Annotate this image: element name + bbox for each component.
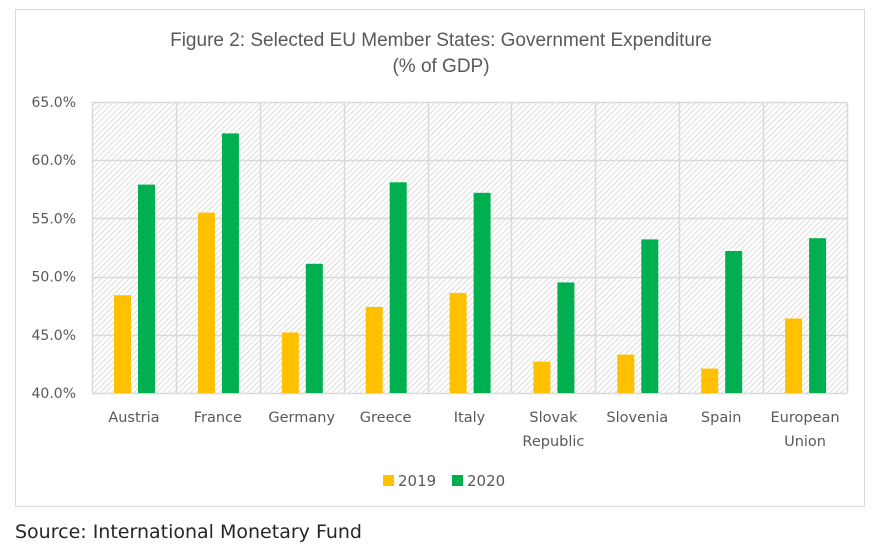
legend-swatch-2019 <box>383 475 394 486</box>
chart-title-line: (% of GDP) <box>392 56 489 77</box>
x-tick-label: Greece <box>360 410 412 426</box>
x-tick-label: Spain <box>701 410 742 426</box>
x-tick-label: Austria <box>108 410 159 426</box>
y-tick-label: 55.0% <box>32 211 76 227</box>
bar-2019-greece <box>365 306 383 393</box>
bar-2020-germany <box>305 263 323 393</box>
y-tick-label: 60.0% <box>32 153 76 169</box>
bar-2020-slovak-republic <box>557 282 575 393</box>
source-note: Source: International Monetary Fund <box>15 521 362 543</box>
x-tick-label: Italy <box>454 410 486 426</box>
legend-label-2019: 2019 <box>398 472 436 490</box>
bar-2019-austria <box>114 295 131 393</box>
bars <box>114 133 827 393</box>
plot-area <box>92 102 847 393</box>
x-axis-labels: Austria France Germany Greece Italy Slovak Rep… <box>108 410 839 450</box>
x-tick-label: Slovak <box>529 410 578 426</box>
bar-2019-spain <box>701 368 719 393</box>
bar-2019-slovenia <box>617 354 635 393</box>
bar-2020-greece <box>389 182 407 393</box>
x-tick-label: France <box>194 410 242 426</box>
x-tick-label: European <box>771 410 840 426</box>
chart-title-line: Figure 2: Selected EU Member States: Gov… <box>170 30 712 51</box>
bar-2020-france <box>221 133 239 393</box>
bar-2019-germany <box>281 332 299 393</box>
y-tick-label: 45.0% <box>32 328 76 344</box>
bar-2020-austria <box>138 184 155 393</box>
bar-2020-slovenia <box>641 239 659 393</box>
x-tick-label: Republic <box>522 434 584 450</box>
legend-swatch-2020 <box>452 475 463 486</box>
bar-2019-slovak-republic <box>533 361 551 393</box>
y-tick-label: 65.0% <box>32 95 76 111</box>
x-tick-label: Slovenia <box>606 410 668 426</box>
bar-2019-european-union <box>785 318 803 393</box>
legend: 2019 2020 <box>383 472 505 490</box>
y-axis-ticks: 40.0% 45.0% 50.0% 55.0% 60.0% 65.0% <box>32 95 76 402</box>
gridlines <box>91 101 849 395</box>
bar-2020-european-union <box>809 238 827 393</box>
y-tick-label: 40.0% <box>32 386 76 402</box>
chart-title: Figure 2: Selected EU Member States: Gov… <box>170 30 712 77</box>
bar-2020-italy <box>473 192 491 393</box>
bar-2019-france <box>197 212 215 393</box>
x-tick-label: Union <box>784 434 826 450</box>
bar-2020-spain <box>725 251 743 393</box>
x-tick-label: Germany <box>268 410 335 426</box>
legend-label-2020: 2020 <box>467 472 505 490</box>
bar-2019-italy <box>449 292 467 393</box>
y-tick-label: 50.0% <box>32 270 76 286</box>
